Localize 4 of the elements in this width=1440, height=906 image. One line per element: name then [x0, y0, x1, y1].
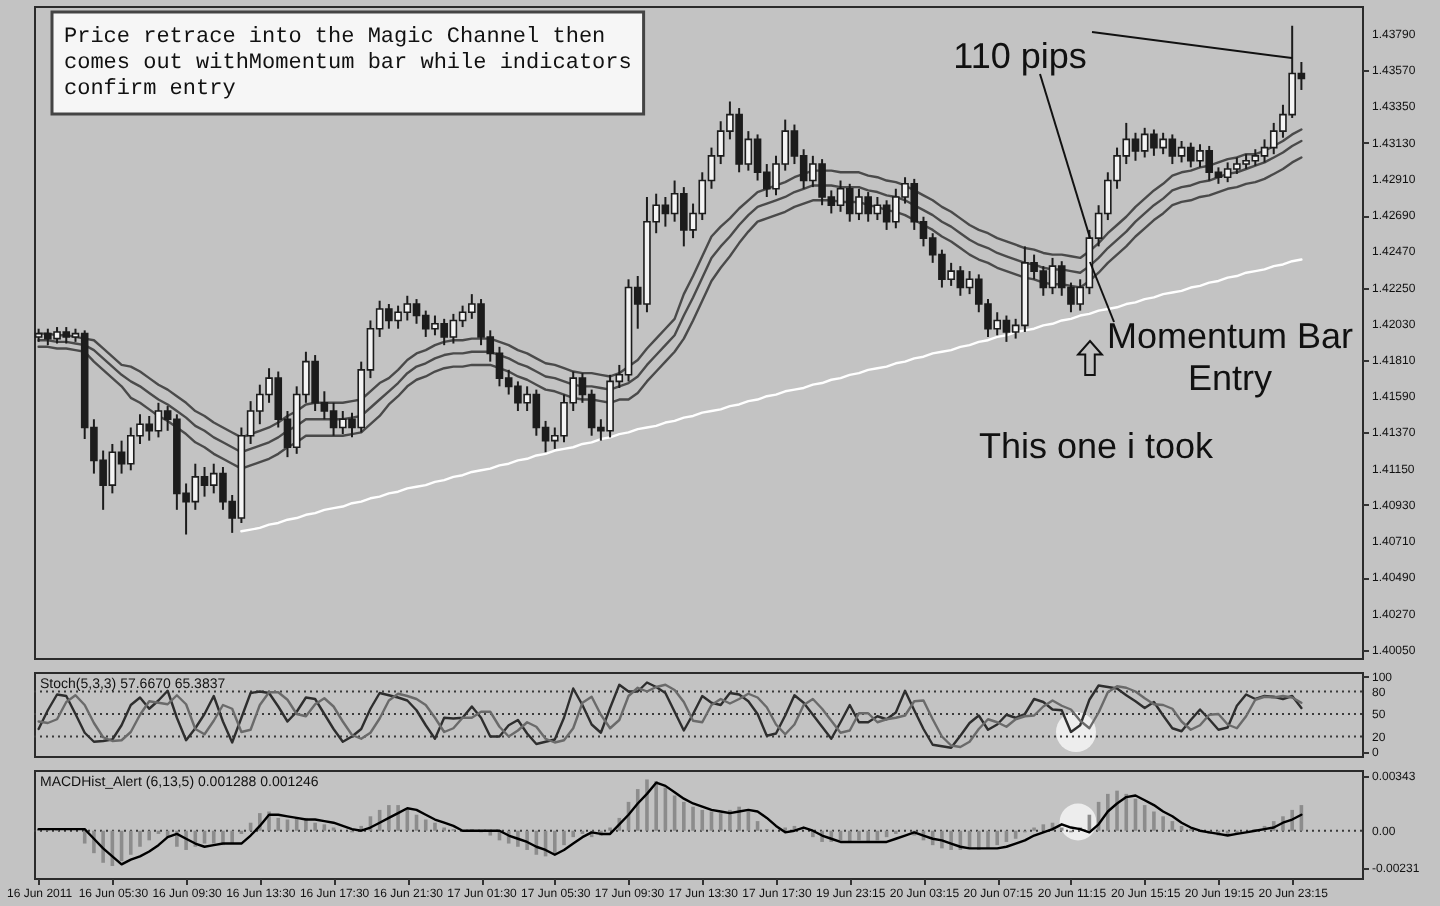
annotation: Momentum Bar Entry	[1106, 316, 1354, 398]
annotation: 110 pips	[953, 36, 1087, 76]
annotation: This one i took	[978, 426, 1216, 466]
annotation: Price retrace into the Magic Channel then comes out withMomentum bar while indicators confirm entry	[64, 26, 632, 102]
